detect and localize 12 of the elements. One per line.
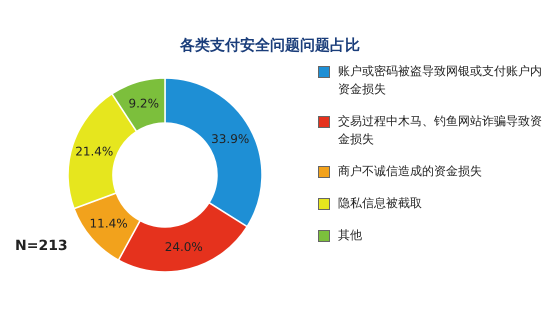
chart-title: 各类支付安全问题问题占比: [179, 36, 360, 54]
data-label: 21.4%: [75, 144, 114, 159]
legend-label: 隐私信息被截取: [338, 195, 422, 212]
legend-label: 商户不诚信造成的资金损失: [338, 163, 482, 180]
data-label: 11.4%: [90, 216, 128, 231]
legend-label: 其他: [338, 227, 362, 244]
legend-label: 交易过程中木马、钓鱼网站诈骗导致资金损失: [338, 113, 543, 148]
data-label: 9.2%: [128, 96, 159, 111]
text: N=213: [15, 238, 68, 254]
data-label: 24.0%: [164, 240, 203, 254]
data-label: 33.9%: [211, 132, 250, 146]
legend-label: 账户或密码被盗导致网银或支付账户内资金损失: [338, 63, 543, 98]
